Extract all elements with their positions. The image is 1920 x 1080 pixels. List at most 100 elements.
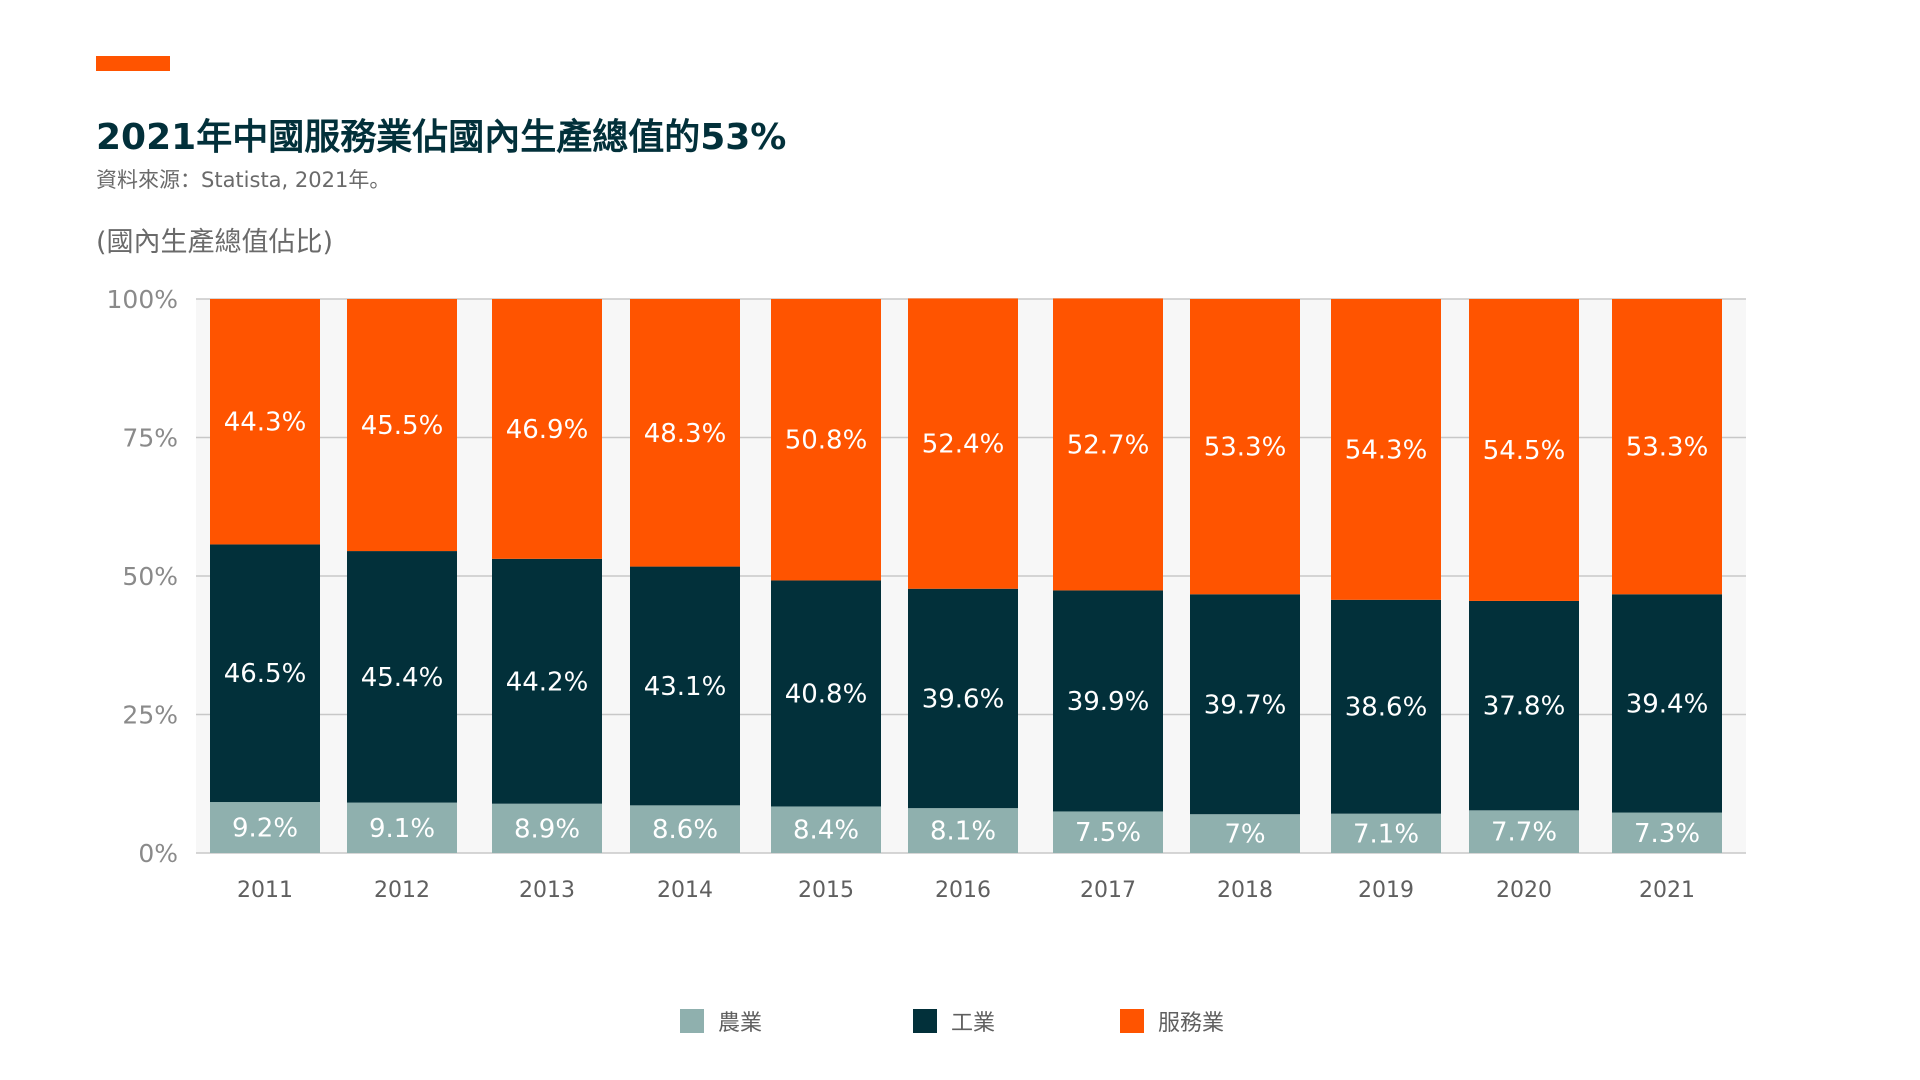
data-label-industry-2013: 44.2% [506,667,589,697]
data-label-agriculture-2018: 7% [1224,820,1265,850]
bar-segment-agriculture-2021 [1612,812,1722,853]
chart-title: 2021年中國服務業佔國內生產總值的53% [96,117,787,158]
bar-segment-services-2021 [1612,299,1722,595]
legend-item-services: 服務業 [1120,1006,1224,1036]
bars [210,298,1722,853]
data-label-services-2020: 54.5% [1483,436,1566,466]
bar-segment-agriculture-2018 [1190,814,1300,853]
bar-segment-services-2016 [908,298,1018,589]
y-tick-label: 0% [138,839,178,868]
legend: 農業 工業 服務業 [0,1006,1920,1046]
bar-segment-services-2017 [1053,298,1163,591]
bar-segment-agriculture-2015 [771,806,881,853]
data-label-industry-2014: 43.1% [644,672,727,702]
data-label-services-2013: 46.9% [506,415,589,445]
data-label-agriculture-2013: 8.9% [514,814,580,844]
bar-segment-services-2013 [492,299,602,559]
legend-swatch-agriculture [680,1009,704,1033]
data-label-industry-2018: 39.7% [1204,690,1287,720]
data-label-services-2015: 50.8% [785,426,868,456]
bar-segment-services-2012 [347,299,457,552]
x-tick-label: 2017 [1080,878,1136,903]
y-tick-label: 50% [122,562,178,591]
data-label-agriculture-2014: 8.6% [652,815,718,845]
accent-bar [96,56,170,71]
legend-label-services: 服務業 [1158,1011,1225,1036]
legend-item-industry: 工業 [913,1006,995,1036]
data-label-agriculture-2015: 8.4% [793,816,859,846]
bar-segment-industry-2015 [771,580,881,807]
chart-source: 資料來源：Statista, 2021年。 [96,168,391,192]
y-tick-label: 25% [122,701,178,730]
y-axis-unit-label: (國內生產總值佔比) [96,227,334,258]
x-axis: 2011 2012 2013 2014 2015 2016 2017 2018 2019 2020… [237,878,1695,903]
data-label-services-2014: 48.3% [644,419,727,449]
x-tick-label: 2014 [657,878,713,903]
bar-segment-services-2018 [1190,299,1300,595]
data-label-agriculture-2020: 7.7% [1491,818,1557,848]
bar-segment-industry-2011 [210,544,320,803]
bar-segment-industry-2019 [1331,599,1441,814]
data-label-industry-2015: 40.8% [785,679,868,709]
data-label-industry-2016: 39.6% [922,684,1005,714]
data-label-services-2021: 53.3% [1626,433,1709,463]
bar-segment-industry-2018 [1190,594,1300,815]
bar-segment-agriculture-2011 [210,802,320,853]
bar-segment-services-2011 [210,299,320,545]
data-label-agriculture-2019: 7.1% [1353,819,1419,849]
bar-segment-industry-2013 [492,558,602,804]
bar-segment-industry-2021 [1612,594,1722,813]
data-label-services-2016: 52.4% [922,430,1005,460]
data-label-services-2011: 44.3% [224,408,307,438]
data-label-industry-2011: 46.5% [224,659,307,689]
legend-item-agriculture: 農業 [680,1006,762,1036]
bar-segment-agriculture-2017 [1053,811,1163,853]
bar-segment-industry-2012 [347,551,457,803]
legend-label-agriculture: 農業 [718,1011,763,1036]
x-tick-label: 2020 [1496,878,1552,903]
bar-segment-industry-2017 [1053,590,1163,812]
legend-swatch-services [1120,1009,1144,1033]
bar-segment-agriculture-2016 [908,808,1018,853]
value-labels: 9.2% 46.5% 44.3% 9.1% 45.4% 45.5% 8.9% 44.2% 46.… [224,408,1709,850]
bar-segment-services-2015 [771,299,881,581]
data-label-industry-2020: 37.8% [1483,692,1566,722]
x-tick-label: 2016 [935,878,991,903]
legend-label-industry: 工業 [951,1011,996,1036]
x-tick-label: 2018 [1217,878,1273,903]
data-label-agriculture-2017: 7.5% [1075,818,1141,848]
bar-segment-agriculture-2012 [347,802,457,853]
y-tick-label: 75% [122,424,178,453]
bar-segment-services-2014 [630,299,740,567]
data-label-industry-2019: 38.6% [1345,693,1428,723]
data-label-industry-2021: 39.4% [1626,689,1709,719]
x-tick-label: 2019 [1358,878,1414,903]
x-tick-label: 2011 [237,878,293,903]
data-label-agriculture-2016: 8.1% [930,817,996,847]
bar-segment-agriculture-2020 [1469,810,1579,853]
x-tick-label: 2012 [374,878,430,903]
data-label-services-2012: 45.5% [361,411,444,441]
x-tick-label: 2013 [519,878,575,903]
data-label-services-2018: 53.3% [1204,433,1287,463]
data-label-services-2019: 54.3% [1345,435,1428,465]
bar-segment-services-2019 [1331,299,1441,600]
y-axis: 0% 25% 50% 75% 100% [107,285,178,868]
data-label-agriculture-2011: 9.2% [232,814,298,844]
bar-segment-agriculture-2013 [492,803,602,853]
bar-segment-industry-2016 [908,588,1018,809]
data-label-agriculture-2012: 9.1% [369,814,435,844]
bar-segment-agriculture-2019 [1331,813,1441,853]
data-label-agriculture-2021: 7.3% [1634,819,1700,849]
x-tick-label: 2015 [798,878,854,903]
legend-swatch-industry [913,1009,937,1033]
bar-segment-industry-2020 [1469,600,1579,811]
data-label-industry-2012: 45.4% [361,663,444,693]
data-label-services-2017: 52.7% [1067,430,1150,460]
x-tick-label: 2021 [1639,878,1695,903]
y-tick-label: 100% [107,285,178,314]
bar-segment-agriculture-2014 [630,805,740,853]
data-label-industry-2017: 39.9% [1067,687,1150,717]
